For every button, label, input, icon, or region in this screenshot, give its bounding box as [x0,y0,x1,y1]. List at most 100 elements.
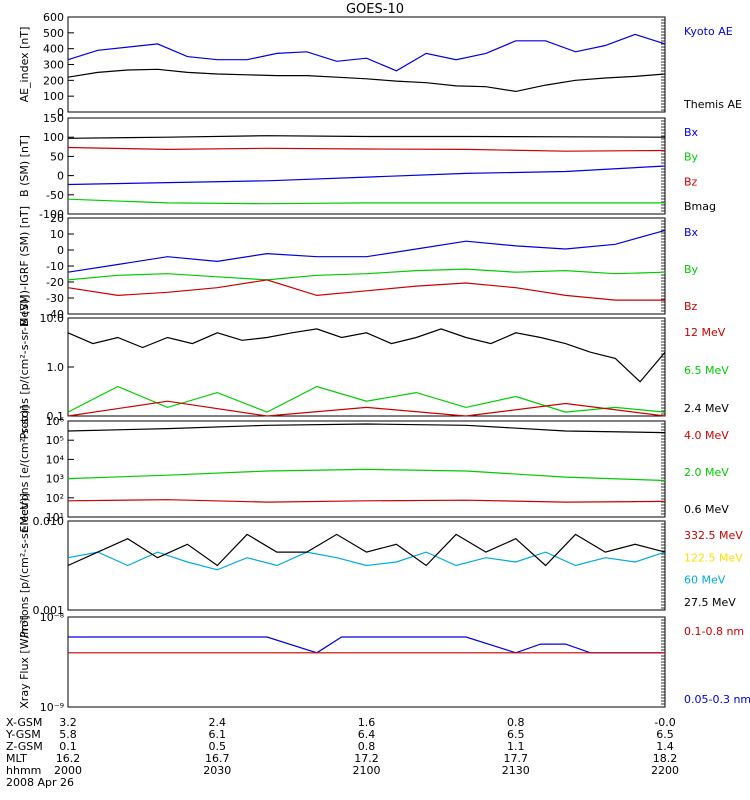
series-27-5-mev [67,533,666,567]
legend-entry: 2.0 MeV [684,466,729,479]
legend-entry: Bx [684,226,699,239]
ytick-label: -40 [46,308,64,321]
xaxis-value: 2200 [651,764,679,777]
xaxis-value: 17.2 [354,752,379,765]
legend-entry: 12 MeV [684,326,726,339]
legend-entry: 6.5 MeV [684,364,729,377]
xaxis-value: -0.0 [654,716,675,729]
series-bz [67,279,665,301]
xaxis-value: 1.1 [507,740,525,753]
xaxis-value: 1.6 [358,716,376,729]
ylabel-panel-6: Protons [p/(cm²-s-sr-MeV)] [18,493,31,638]
xaxis-row-label: Y-GSM [5,728,41,741]
xaxis-value: 16.2 [56,752,81,765]
xaxis-row-label: MLT [6,752,27,765]
series-kyoto-ae [67,33,666,72]
ytick-label: 600 [43,11,64,24]
ytick-label: 0.010 [33,515,65,528]
ytick-label: 10⁵ [46,434,64,447]
xaxis-row-label: Z-GSM [6,740,43,753]
ytick-label: -10 [46,260,64,273]
legend-entry: 2.4 MeV [684,402,729,415]
series-by [67,268,666,281]
legend-entry: Themis AE [683,98,742,111]
xaxis-value: 2100 [353,764,381,777]
legend-entry: 60 MeV [684,574,726,587]
ytick-label: 500 [43,27,64,40]
legend-entry: 122.5 MeV [684,551,743,564]
ytick-label: 10⁻⁹ [40,701,64,714]
xaxis-value: 2030 [203,764,231,777]
ylabel-panel-7: Xray Flux [W/m²] [18,615,31,708]
panel-frame-2 [67,117,666,215]
legend-entry: By [684,151,699,164]
series-bmag [67,135,666,139]
legend-entry: 0.05-0.3 nm [684,693,750,706]
series-0-6-mev [67,423,666,434]
series-bx [67,165,666,186]
plot-title: GOES-10 [346,2,404,17]
legend-entry: 332.5 MeV [684,529,743,542]
ylabel-panel-5: Electrons [e/(cm²-s-sr)] [18,405,31,532]
ytick-label: -100 [39,208,64,221]
xaxis-value: 1.4 [656,740,674,753]
ytick-label: 100 [43,131,64,144]
ytick-label: 0.1 [47,410,65,423]
ytick-label: 0.001 [33,604,65,617]
ytick-label: 10⁴ [46,453,65,466]
ytick-label: -20 [46,276,64,289]
legend-entry: Bz [684,175,698,188]
series-bx [67,229,666,273]
xaxis-value: 18.2 [653,752,678,765]
xaxis-value: 2130 [502,764,530,777]
ylabel-panel-2: B (SM) [nT] [18,135,31,197]
xaxis-value: 6.1 [209,728,227,741]
xaxis-row-label: X-GSM [6,716,42,729]
ytick-label: 10³ [46,473,64,486]
xaxis-value: 5.8 [59,728,77,741]
xaxis-value: 6.5 [656,728,674,741]
xaxis-value: 6.4 [358,728,376,741]
ylabel-panel-3: B (SM)-IGRF (SM) [nT] [18,206,31,326]
xaxis-value: 0.1 [59,740,77,753]
xaxis-value: 0.5 [209,740,227,753]
ytick-label: 10 [50,228,64,241]
ylabel-panel-4: Protons [p/(cm²-s-sr-MeV)] [18,295,31,440]
legend-entry: By [684,263,699,276]
ytick-label: 10⁶ [46,415,65,428]
ytick-label: 10² [46,492,64,505]
ytick-label: 100 [43,90,64,103]
panel-frame-3 [67,217,666,315]
legend-entry: Bx [684,126,699,139]
xaxis-value: 0.8 [358,740,376,753]
xaxis-row-label: hhmm [6,764,41,777]
ylabel-panel-1: AE_index [nT] [18,27,31,103]
series-bz [67,146,666,152]
ytick-label: 10⁻⁸ [40,611,65,624]
series-2-4-mev [67,328,666,383]
xaxis-value: 6.5 [507,728,525,741]
legend-entry: 4.0 MeV [684,429,729,442]
ytick-label: 20 [50,212,64,225]
ytick-label: 10¹ [46,511,64,524]
xaxis-value: 0.8 [507,716,525,729]
series-60-mev [67,551,666,571]
series-4-0-mev [67,499,666,503]
ytick-label: 200 [43,74,64,87]
series-by [67,198,665,205]
ytick-label: 50 [50,150,64,163]
legend-entry: Bmag [684,200,716,213]
ytick-label: 300 [43,59,64,72]
ytick-label: -30 [46,292,64,305]
series-6-5-mev [67,385,666,413]
ytick-label: 0 [57,106,64,119]
panel-frame-7 [67,616,666,708]
ytick-label: 0 [57,170,64,183]
panel-frame-1 [67,16,666,113]
date-label: 2008 Apr 26 [6,776,74,789]
series-12-mev [67,400,666,417]
legend-entry: 27.5 MeV [684,596,736,609]
xaxis-value: 2000 [54,764,82,777]
ytick-label: 10.0 [40,312,65,325]
